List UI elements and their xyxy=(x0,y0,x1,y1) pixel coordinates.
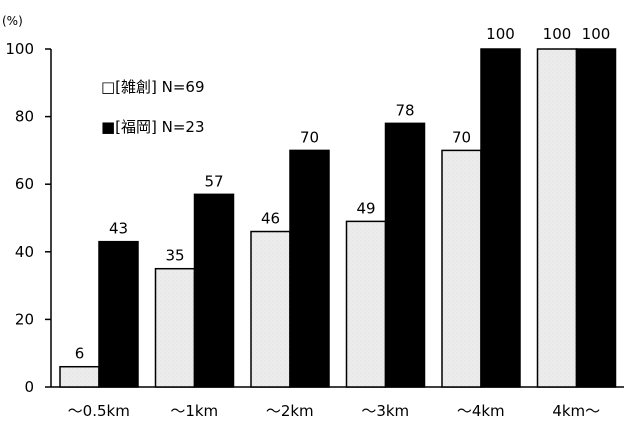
y-axis-unit-label: (%) xyxy=(2,14,23,28)
bar-series-2 xyxy=(289,149,330,388)
data-label-series-2: 100 xyxy=(582,25,611,43)
x-axis-category-label: ～2km xyxy=(266,402,314,420)
bar-series-2 xyxy=(193,193,235,388)
x-axis-category-label: ～0.5km xyxy=(68,402,130,420)
data-label-series-1: 6 xyxy=(75,345,85,363)
y-axis-tick-label: 0 xyxy=(24,378,34,396)
y-axis-tick-label: 40 xyxy=(15,243,34,261)
data-label-series-1: 100 xyxy=(543,25,572,43)
data-label-series-1: 35 xyxy=(165,247,184,265)
bar-series-2 xyxy=(575,48,617,388)
y-axis-tick-label: 80 xyxy=(15,108,34,126)
data-label-series-2: 57 xyxy=(204,172,223,190)
y-axis-tick-label: 100 xyxy=(5,40,34,58)
x-axis-category-label: ～4km xyxy=(457,402,505,420)
y-axis-tick-label: 20 xyxy=(15,310,34,328)
legend-series-2: ■[福岡] N=23 xyxy=(101,118,205,136)
data-label-series-2: 70 xyxy=(300,128,319,146)
legend: □[雑創] N=69 ■[福岡] N=23 xyxy=(101,78,205,136)
bar-series-1 xyxy=(536,48,578,388)
bar-series-2 xyxy=(480,48,521,388)
bar-series-1 xyxy=(441,149,482,388)
data-label-series-2: 100 xyxy=(486,25,515,43)
data-label-series-2: 43 xyxy=(109,220,128,238)
data-label-series-2: 78 xyxy=(395,101,414,119)
bar-series-1 xyxy=(154,267,196,388)
bar-series-1 xyxy=(250,230,291,388)
legend-series-1: □[雑創] N=69 xyxy=(101,78,205,96)
data-label-series-1: 46 xyxy=(261,210,280,228)
bar-series-2 xyxy=(98,240,139,388)
bar-series-1 xyxy=(59,365,100,388)
x-axis-category-label: 4km～ xyxy=(552,402,600,420)
bar-series-1 xyxy=(345,220,387,388)
y-axis-tick-label: 60 xyxy=(15,175,34,193)
x-axis-category-label: ～1km xyxy=(170,402,218,420)
x-axis-category-label: ～3km xyxy=(361,402,409,420)
data-label-series-1: 70 xyxy=(452,128,471,146)
bar-series-2 xyxy=(384,122,426,388)
data-label-series-1: 49 xyxy=(356,199,375,217)
